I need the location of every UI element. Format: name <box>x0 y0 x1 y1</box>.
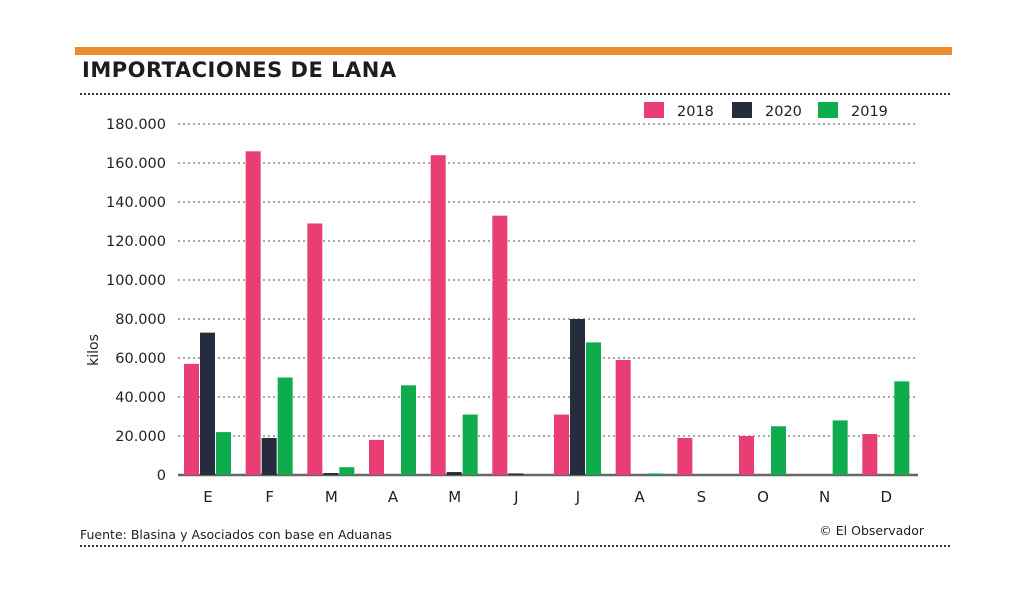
bar-2018-s <box>677 437 693 475</box>
bar-2019-f <box>277 377 293 475</box>
bar-2019-e <box>216 432 231 475</box>
bar-2018-j <box>554 414 569 475</box>
y-tick-label: 60.000 <box>115 351 166 367</box>
title-divider <box>80 93 950 95</box>
x-tick-label: D <box>881 488 893 506</box>
bar-2020-j <box>508 473 524 475</box>
x-tick-label: A <box>388 488 399 506</box>
y-tick-label: 180.000 <box>106 117 166 133</box>
bar-2018-f <box>245 151 261 476</box>
bar-2018-d <box>862 434 878 475</box>
bar-2019-a <box>401 385 416 475</box>
y-axis-label: kilos <box>86 334 102 366</box>
bar-2020-f <box>261 437 277 475</box>
legend: 2018 2020 2019 <box>644 102 888 120</box>
x-tick-label: A <box>635 488 646 506</box>
x-tick-label: E <box>203 488 212 506</box>
bar-2018-m <box>430 155 446 475</box>
credit-note: © El Observador <box>819 523 924 538</box>
y-tick-label: 80.000 <box>115 312 166 328</box>
header-accent-rule <box>75 47 952 55</box>
bar-2018-o <box>739 436 754 475</box>
y-tick-label: 120.000 <box>106 234 166 250</box>
source-note: Fuente: Blasina y Asociados con base en … <box>80 527 392 542</box>
y-tick-label: 40.000 <box>115 390 166 406</box>
y-tick-label: 20.000 <box>115 429 166 445</box>
chart-title: IMPORTACIONES DE LANA <box>82 58 397 82</box>
bar-2019-o <box>771 426 786 475</box>
bar-2019-n <box>832 420 848 475</box>
x-tick-label: M <box>325 488 338 506</box>
y-axis-ticks: 0 20.000 40.000 60.000 80.000 100.000 120.000 1… <box>106 117 166 484</box>
bar-2019-j <box>586 342 601 475</box>
bar-2019-m <box>462 414 478 475</box>
gridlines <box>178 123 918 477</box>
x-tick-label: J <box>575 488 580 506</box>
x-tick-label: O <box>757 488 769 506</box>
bar-2019-d <box>894 381 910 475</box>
footer-divider <box>80 545 950 547</box>
legend-swatch-2018 <box>644 102 664 118</box>
bar-2019-m <box>339 467 355 475</box>
bar-2018-a <box>369 439 384 475</box>
x-tick-label: J <box>513 488 518 506</box>
legend-label: 2018 <box>677 104 714 120</box>
y-tick-label: 140.000 <box>106 195 166 211</box>
y-tick-label: 100.000 <box>106 273 166 289</box>
legend-swatch-2020 <box>732 102 752 118</box>
legend-label: 2020 <box>765 104 802 120</box>
bar-2019-a <box>647 473 663 475</box>
bar-2020-m <box>446 472 462 475</box>
bars <box>184 151 910 476</box>
x-tick-label: N <box>819 488 830 506</box>
bar-2020-m <box>323 473 339 475</box>
y-tick-label: 0 <box>157 468 166 484</box>
x-tick-label: F <box>265 488 274 506</box>
bar-2020-e <box>200 332 215 475</box>
x-tick-label: S <box>697 488 707 506</box>
y-tick-label: 160.000 <box>106 156 166 172</box>
x-tick-label: M <box>448 488 461 506</box>
bar-2020-j <box>570 319 585 475</box>
legend-label: 2019 <box>851 104 888 120</box>
legend-swatch-2019 <box>818 102 838 118</box>
bar-2018-a <box>615 359 631 475</box>
bar-2018-j <box>492 215 508 475</box>
bar-2018-e <box>184 363 199 475</box>
bar-2018-m <box>307 223 323 475</box>
